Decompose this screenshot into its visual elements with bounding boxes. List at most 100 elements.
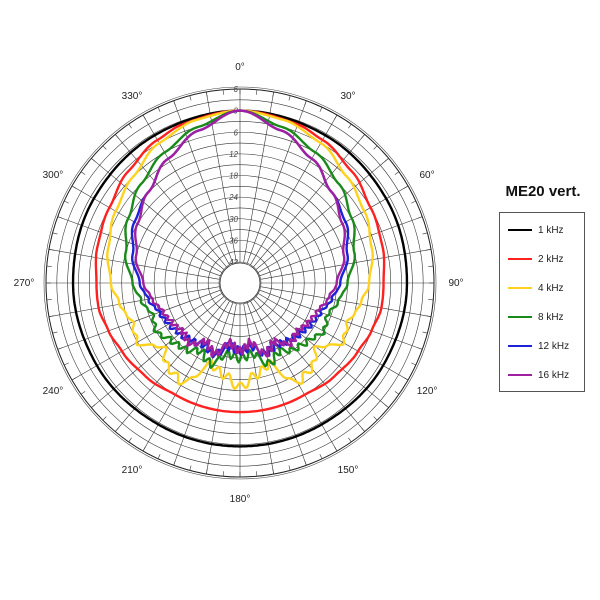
edge-tick [411, 200, 416, 204]
edge-tick [304, 100, 307, 106]
edge-tick [102, 416, 107, 421]
edge-tick [91, 404, 96, 408]
series-12-khz [130, 109, 350, 359]
edge-tick [384, 404, 389, 408]
angle-label: 300° [43, 170, 64, 181]
edge-tick [57, 216, 63, 219]
grid-spoke [258, 293, 409, 381]
grid-spoke [253, 298, 365, 432]
legend: 1 kHz 2 kHz 4 kHz 8 kHz 12 kHz 16 kHz [499, 212, 585, 392]
grid-spoke [115, 298, 227, 432]
radial-label: 12 [229, 150, 238, 159]
radial-label: 6 [234, 128, 239, 137]
edge-tick [426, 249, 432, 251]
edge-tick [334, 114, 338, 120]
edge-tick [142, 446, 146, 452]
edge-tick [288, 465, 291, 471]
edge-tick [115, 134, 119, 139]
edge-tick [403, 185, 409, 189]
edge-tick [417, 347, 423, 350]
series-4-khz [106, 109, 374, 390]
grid-spoke [91, 158, 225, 270]
edge-tick [115, 427, 119, 432]
edge-tick [71, 377, 77, 381]
edge-tick [384, 158, 389, 162]
edge-tick [157, 454, 161, 459]
edge-tick [206, 91, 208, 97]
angle-label: 180° [230, 494, 251, 505]
radial-label: 24 [228, 193, 238, 202]
edge-tick [206, 469, 208, 475]
edge-tick [426, 315, 432, 317]
angle-label: 120° [417, 386, 438, 397]
edge-tick [142, 114, 146, 120]
edge-tick [319, 454, 323, 459]
legend-swatch [508, 229, 532, 231]
grid-spoke [255, 158, 389, 270]
edge-tick [403, 377, 409, 381]
edge-tick [422, 232, 428, 235]
radial-label: 30 [229, 215, 238, 224]
grid-spoke [250, 301, 338, 452]
edge-tick [319, 107, 323, 112]
angle-label: 30° [340, 91, 355, 102]
edge-tick [57, 347, 63, 350]
edge-tick [64, 200, 69, 204]
edge-tick [272, 91, 274, 97]
edge-tick [394, 171, 400, 175]
edge-tick [128, 437, 132, 443]
edge-tick [304, 460, 307, 466]
angle-label: 60° [419, 170, 434, 181]
edge-tick [411, 362, 416, 366]
edge-tick [373, 416, 378, 421]
series-8-khz [124, 109, 356, 369]
legend-label: 16 kHz [538, 369, 570, 381]
legend-item: 2 kHz [508, 252, 564, 266]
legend-swatch [508, 374, 532, 376]
series-2-khz [94, 109, 386, 414]
legend-item: 4 kHz [508, 281, 564, 295]
legend-label: 2 kHz [538, 253, 564, 265]
edge-tick [373, 145, 378, 150]
grid-spoke [253, 134, 365, 268]
legend-label: 8 kHz [538, 311, 564, 323]
radial-label: 42 [229, 258, 238, 267]
series-16-khz [134, 109, 346, 358]
edge-tick [394, 391, 400, 395]
edge-tick [173, 460, 176, 466]
legend-swatch [508, 287, 532, 289]
edge-tick [157, 107, 161, 112]
edge-tick [80, 391, 86, 395]
grid-spoke [71, 185, 222, 273]
grid-spoke [246, 100, 307, 264]
edge-tick [128, 123, 132, 129]
grid-spoke [206, 303, 237, 475]
edge-tick [272, 469, 274, 475]
edge-tick [348, 437, 352, 443]
edge-tick [80, 171, 86, 175]
edge-tick [417, 216, 423, 219]
edge-tick [334, 446, 338, 452]
grid-spoke [258, 185, 409, 273]
legend-item: 1 kHz [508, 223, 564, 237]
edge-tick [48, 315, 54, 317]
legend-label: 4 kHz [538, 282, 564, 294]
legend-swatch [508, 316, 532, 318]
grid-spoke [173, 302, 234, 466]
edge-tick [348, 123, 352, 129]
legend-swatch [508, 258, 532, 260]
angle-label: 330° [122, 91, 143, 102]
edge-tick [422, 331, 428, 334]
grid-spoke [142, 301, 230, 452]
edge-tick [91, 158, 96, 162]
radial-label: 18 [229, 172, 238, 181]
grid-spoke [259, 216, 423, 277]
edge-tick [361, 427, 365, 432]
angle-label: 240° [43, 386, 64, 397]
legend-label: 12 kHz [538, 340, 570, 352]
grid-spoke [48, 286, 220, 317]
edge-tick [71, 185, 77, 189]
grid-spoke [246, 302, 307, 466]
edge-tick [361, 134, 365, 139]
